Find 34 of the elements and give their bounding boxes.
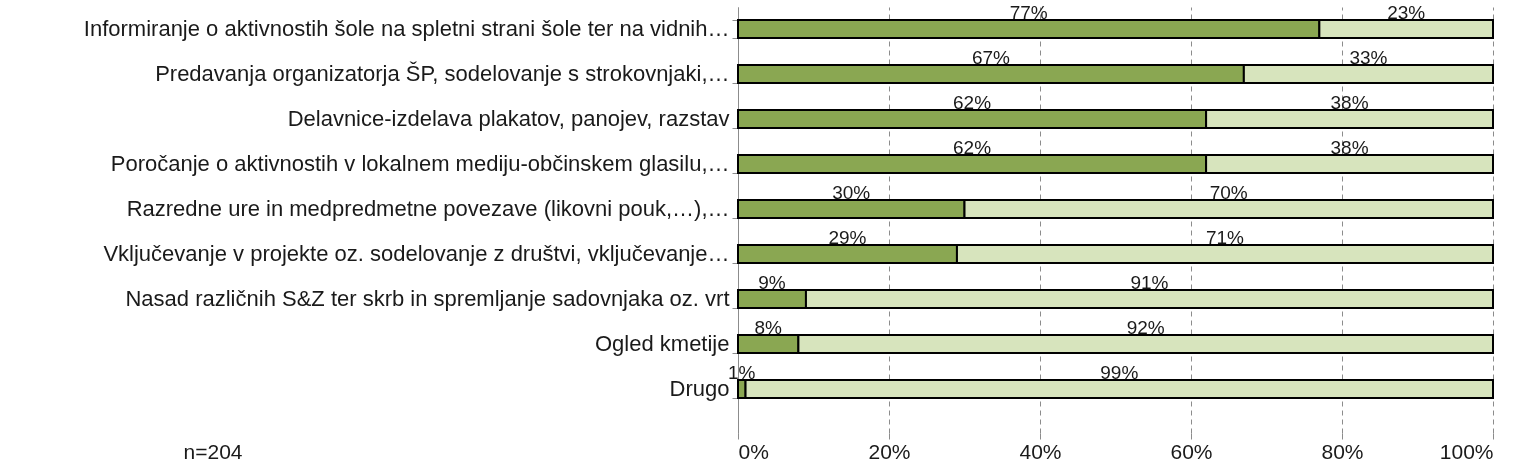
y-tick-label: Informiranje o aktivnostih šole na spletni strani šole ter na vidnih…	[83, 16, 730, 42]
data-label: 9%	[758, 271, 786, 293]
x-tick-label: 80%	[1321, 439, 1364, 461]
data-label: 38%	[1330, 91, 1369, 113]
x-tick-label: 40%	[1019, 439, 1062, 461]
data-label: 70%	[1209, 181, 1248, 203]
data-label: 38%	[1330, 136, 1369, 158]
data-label: 1%	[728, 361, 756, 383]
data-label: 29%	[828, 226, 867, 248]
data-label: 8%	[754, 316, 783, 338]
y-tick-label: Ogled kmetije	[594, 331, 730, 357]
y-tick-label: Predavanja organizatorja ŠP, sodelovanje s strokovnjaki,…	[155, 61, 730, 87]
x-tick-label: 100%	[1439, 439, 1494, 461]
y-tick-label: Vključevanje v projekte oz. sodelovanje z društvi, vključevanje…	[103, 241, 730, 267]
text: n=204	[183, 440, 243, 461]
data-label: 91%	[1130, 271, 1169, 293]
data-label: 33%	[1349, 46, 1388, 68]
data-label: 62%	[953, 91, 992, 113]
y-tick-label: Drugo	[669, 376, 730, 402]
data-label: 23%	[1387, 1, 1426, 23]
x-tick-label: 0%	[738, 439, 769, 461]
y-tick-label: Delavnice-izdelava plakatov, panojev, razstav	[287, 106, 730, 132]
data-label: 99%	[1100, 361, 1139, 383]
data-label: 77%	[1009, 1, 1048, 23]
data-label: 92%	[1126, 316, 1165, 338]
y-tick-label: Poročanje o aktivnostih v lokalnem mediju-občinskem glasilu,…	[110, 151, 730, 177]
x-tick-label: 60%	[1170, 439, 1213, 461]
data-label: 30%	[832, 181, 871, 203]
data-label: 67%	[971, 46, 1011, 68]
data-label: 62%	[953, 136, 992, 158]
y-tick-label: Nasad različnih S&Z ter skrb in spremljanje sadovnjaka oz. vrt	[125, 286, 730, 312]
x-tick-label: 20%	[868, 439, 911, 461]
y-tick-label: Razredne ure in medpredmetne povezave (likovni pouk,…),…	[126, 196, 730, 222]
data-label: 71%	[1205, 226, 1245, 248]
